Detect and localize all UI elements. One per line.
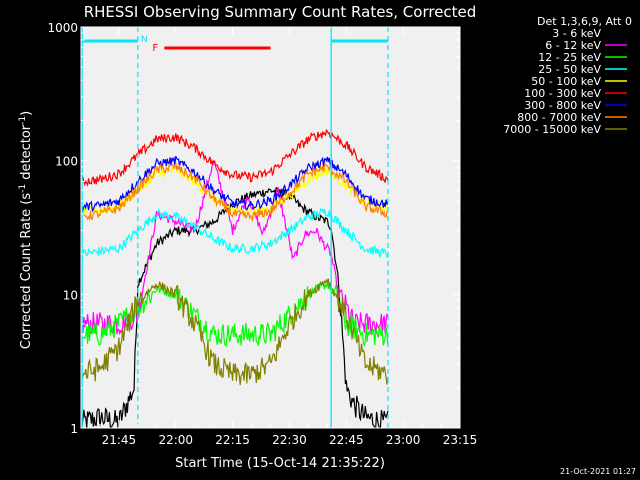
x-tick-label-2: 22:15 bbox=[215, 433, 250, 447]
legend-label-7: 300 - 800 keV bbox=[524, 99, 601, 112]
legend-label-9: 7000 - 15000 keV bbox=[503, 123, 601, 136]
footer-timestamp: 21-Oct-2021 01:27 bbox=[560, 467, 636, 476]
chart-title: RHESSI Observing Summary Count Rates, Co… bbox=[84, 3, 477, 21]
y-axis-label: Corrected Count Rate (s-1 detector-1) bbox=[18, 111, 34, 349]
series-line-8 bbox=[80, 162, 389, 222]
x-axis-label: Start Time (15-Oct-14 21:35:22) bbox=[175, 456, 385, 471]
y-tick-label-2: 100 bbox=[55, 155, 78, 169]
night-label: N bbox=[141, 35, 148, 45]
legend-label-5: 50 - 100 keV bbox=[531, 75, 601, 88]
legend-label-8: 800 - 7000 keV bbox=[517, 111, 601, 124]
y-tick-label-3: 1000 bbox=[47, 21, 78, 35]
x-tick-label-3: 22:30 bbox=[272, 433, 307, 447]
flare-label: F bbox=[152, 43, 158, 54]
y-axis-label-mid: detector bbox=[19, 124, 34, 184]
plot-area: NF bbox=[80, 27, 460, 429]
series-line-7 bbox=[80, 155, 389, 213]
y-axis-label-main: Corrected Count Rate (s bbox=[19, 193, 34, 350]
x-tick-label-0: 21:45 bbox=[102, 433, 137, 447]
y-axis-label-sup1: -1 bbox=[18, 184, 28, 193]
y-axis-label-end: ) bbox=[19, 111, 34, 116]
axes: 21:45 22:00 22:15 22:30 22:45 23:00 23:15 1 10 10… bbox=[47, 21, 477, 447]
x-tick-label-4: 22:45 bbox=[329, 433, 364, 447]
series-line-6 bbox=[80, 128, 389, 187]
y-tick-label-1: 10 bbox=[63, 288, 78, 302]
legend-label-1: 3 - 6 keV bbox=[552, 27, 601, 40]
series-line-9 bbox=[80, 278, 389, 385]
x-tick-label-5: 23:00 bbox=[386, 433, 421, 447]
legend-label-3: 12 - 25 keV bbox=[538, 51, 601, 64]
y-axis-label-sup2: -1 bbox=[18, 116, 28, 125]
legend-title: Det 1,3,6,9, Att 0 bbox=[537, 15, 632, 28]
series-line-4 bbox=[80, 207, 389, 259]
legend-label-6: 100 - 300 keV bbox=[524, 87, 601, 100]
x-tick-label-6: 23:15 bbox=[443, 433, 478, 447]
y-tick-label-0: 1 bbox=[70, 422, 78, 436]
legend-label-2: 6 - 12 keV bbox=[545, 39, 601, 52]
legend-label-4: 25 - 50 keV bbox=[538, 63, 601, 76]
x-tick-label-1: 22:00 bbox=[158, 433, 193, 447]
